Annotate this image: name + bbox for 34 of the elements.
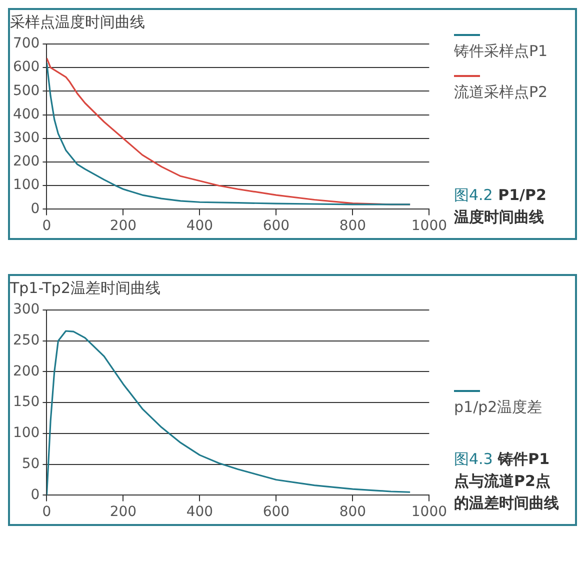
x-tick-label: 800 (339, 504, 366, 520)
y-tick-label: 500 (12, 82, 40, 99)
legend-label: 流道采样点P2 (454, 83, 549, 102)
y-tick-label: 100 (12, 425, 40, 442)
legend-label: 铸件采样点P1 (454, 42, 549, 61)
x-tick-label: 1000 (411, 218, 448, 234)
y-tick-label: 200 (12, 363, 40, 380)
x-tick-label: 200 (110, 218, 137, 234)
caption: 图4.2 P1/P2 温度时间曲线 (454, 185, 548, 228)
y-tick-label: 200 (12, 154, 40, 170)
x-tick-label: 200 (110, 504, 137, 520)
y-tick-label: 300 (12, 302, 40, 318)
y-tick-label: 0 (30, 486, 40, 503)
y-tick-label: 50 (22, 456, 40, 472)
y-tick-label: 700 (12, 36, 40, 52)
x-tick-label: 0 (42, 218, 52, 234)
chart-title: 采样点温度时间曲线 (10, 12, 145, 31)
y-tick-label: 100 (12, 177, 40, 194)
x-tick-label: 400 (186, 218, 214, 234)
y-tick-label: 150 (12, 394, 40, 410)
x-tick-label: 600 (262, 504, 290, 520)
x-tick-label: 400 (186, 504, 214, 520)
y-tick-label: 250 (12, 332, 40, 349)
y-tick-label: 400 (12, 106, 40, 122)
y-tick-label: 0 (30, 200, 40, 217)
caption: 图4.3 铸件P1点与流道P2点的温差时间曲线 (454, 449, 560, 514)
y-tick-label: 600 (12, 59, 40, 76)
chart-title: Tp1-Tp2温差时间曲线 (9, 278, 160, 297)
legend-label: p1/p2温度差 (454, 398, 544, 417)
x-tick-label: 1000 (411, 504, 448, 520)
x-tick-label: 800 (339, 218, 366, 234)
x-tick-label: 0 (42, 504, 52, 520)
x-tick-label: 600 (262, 218, 290, 234)
y-tick-label: 300 (12, 130, 40, 146)
